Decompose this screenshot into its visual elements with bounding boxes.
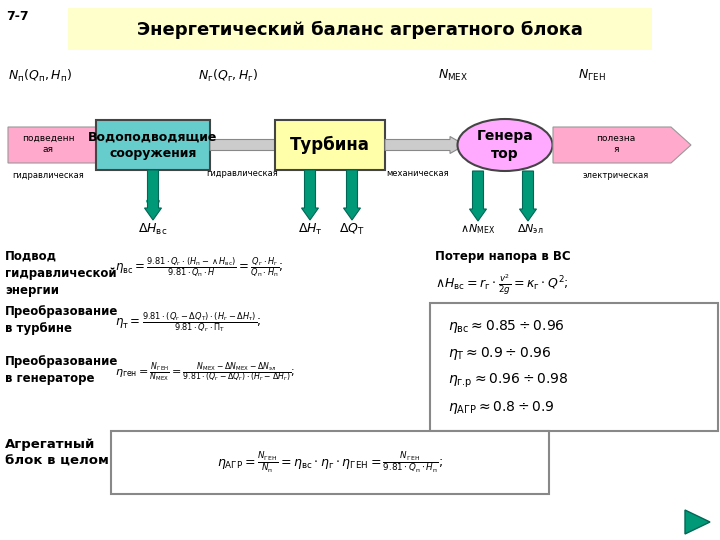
Text: Турбина: Турбина	[290, 136, 370, 154]
Text: электрическая: электрическая	[583, 171, 649, 180]
Text: $N_\text{г}(Q_\text{г},H_\text{г})$: $N_\text{г}(Q_\text{г},H_\text{г})$	[198, 68, 258, 84]
Text: $\eta_\text{г.р}\approx 0.96\div 0.98$: $\eta_\text{г.р}\approx 0.96\div 0.98$	[448, 372, 569, 390]
FancyBboxPatch shape	[68, 8, 652, 50]
Text: $\eta_\text{вс}\approx 0.85\div 0.96$: $\eta_\text{вс}\approx 0.85\div 0.96$	[448, 318, 565, 335]
Polygon shape	[685, 510, 710, 534]
Text: $\eta_\text{АГР}\approx 0.8\div 0.9$: $\eta_\text{АГР}\approx 0.8\div 0.9$	[448, 399, 554, 416]
FancyArrow shape	[469, 171, 487, 221]
Text: $N_\text{МЕХ}$: $N_\text{МЕХ}$	[438, 68, 468, 83]
Text: $\eta_\text{ген}=\frac{N_\text{ГЕН}}{N_\text{МЕХ}}=\frac{N_\text{МЕХ}-\Delta N_\: $\eta_\text{ген}=\frac{N_\text{ГЕН}}{N_\…	[115, 360, 295, 384]
Text: гидравлическая: гидравлическая	[206, 169, 278, 178]
Text: Генера
тор: Генера тор	[477, 130, 534, 160]
Text: 7-7: 7-7	[6, 10, 29, 23]
FancyArrow shape	[520, 171, 536, 221]
Text: $N_\text{п}(Q_\text{п},H_\text{п})$: $N_\text{п}(Q_\text{п},H_\text{п})$	[8, 68, 72, 84]
Text: $\wedge N_\text{МЕХ}$: $\wedge N_\text{МЕХ}$	[460, 222, 495, 236]
Text: подведенн
ая: подведенн ая	[22, 134, 74, 154]
FancyBboxPatch shape	[430, 303, 718, 431]
Text: $\Delta H_\text{т}$: $\Delta H_\text{т}$	[297, 222, 323, 237]
Text: $\Delta H_\text{вс}$: $\Delta H_\text{вс}$	[138, 222, 168, 237]
Text: $\eta_\text{Т}\approx 0.9\div 0.96$: $\eta_\text{Т}\approx 0.9\div 0.96$	[448, 345, 552, 362]
Text: Энергетический баланс агрегатного блока: Энергетический баланс агрегатного блока	[137, 21, 583, 39]
FancyArrow shape	[145, 170, 161, 220]
FancyArrow shape	[343, 170, 361, 220]
FancyArrow shape	[302, 170, 318, 220]
Text: механическая: механическая	[387, 169, 449, 178]
Text: гидравлическая: гидравлическая	[12, 171, 84, 180]
Text: Агрегатный
блок в целом: Агрегатный блок в целом	[5, 438, 109, 468]
FancyArrow shape	[553, 127, 691, 163]
Text: полезна
я: полезна я	[596, 134, 636, 154]
Text: $\eta_\text{вс}=\frac{9.81\cdot Q_\text{г}\cdot(H_\text{п}-\wedge H_\text{вс})}{: $\eta_\text{вс}=\frac{9.81\cdot Q_\text{…	[115, 255, 284, 279]
Text: Водоподводящие
сооружения: Водоподводящие сооружения	[89, 131, 217, 159]
FancyArrow shape	[210, 137, 290, 153]
FancyBboxPatch shape	[111, 431, 549, 494]
Text: Преобразование
в генераторе: Преобразование в генераторе	[5, 355, 118, 385]
Text: Потери напора в ВС: Потери напора в ВС	[435, 250, 571, 263]
Text: $\wedge H_\text{вс}=r_\text{г}\cdot\frac{v^{2}}{2g}=\kappa_\text{г}\cdot Q^{2}$;: $\wedge H_\text{вс}=r_\text{г}\cdot\frac…	[435, 272, 569, 296]
FancyBboxPatch shape	[275, 120, 385, 170]
Text: $N_\text{ГЕН}$: $N_\text{ГЕН}$	[578, 68, 606, 83]
FancyArrow shape	[8, 127, 114, 163]
Text: Подвод
гидравлической
энергии: Подвод гидравлической энергии	[5, 250, 117, 297]
Text: $\eta_\text{АГР}=\frac{N_\text{ГЕН}}{N_\text{п}}=\eta_\text{вс}\cdot\eta_\text{г: $\eta_\text{АГР}=\frac{N_\text{ГЕН}}{N_\…	[217, 450, 443, 475]
Ellipse shape	[457, 119, 552, 171]
Text: $\Delta N_\text{эл}$: $\Delta N_\text{эл}$	[517, 222, 544, 236]
Text: $\Delta Q_\text{Т}$: $\Delta Q_\text{Т}$	[339, 222, 365, 237]
FancyBboxPatch shape	[96, 120, 210, 170]
Text: $\eta_\text{т}=\frac{9.81\cdot(Q_\text{г}-\Delta Q_\text{Т})\cdot(H_\text{г}-\De: $\eta_\text{т}=\frac{9.81\cdot(Q_\text{г…	[115, 310, 261, 334]
Text: Преобразование
в турбине: Преобразование в турбине	[5, 305, 118, 335]
FancyArrow shape	[385, 137, 465, 153]
